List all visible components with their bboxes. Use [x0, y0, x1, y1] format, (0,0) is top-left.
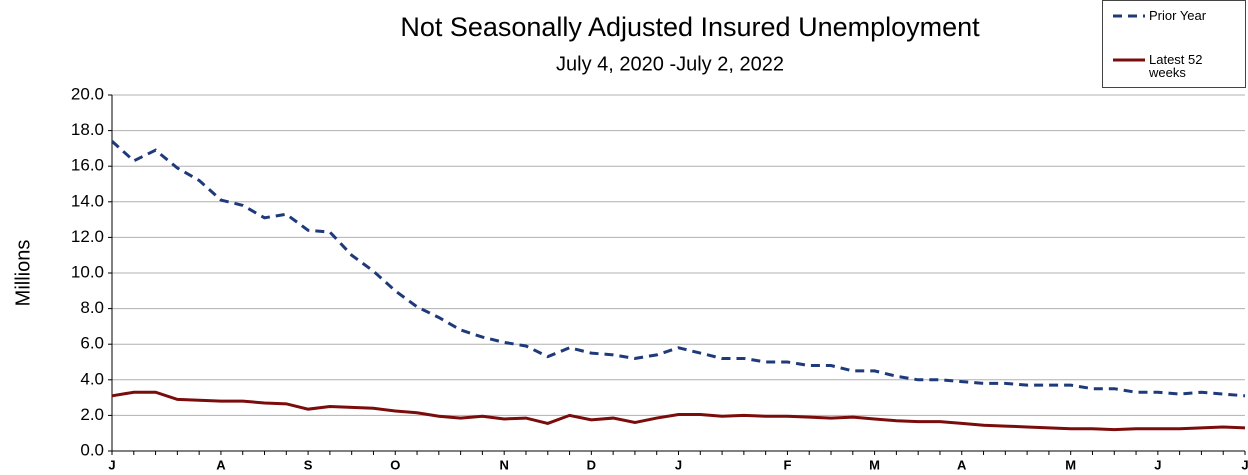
y-tick-label: 8.0	[80, 298, 104, 317]
x-tick-label: N	[499, 457, 508, 472]
legend-swatch	[1113, 58, 1145, 62]
y-tick-label: 20.0	[71, 84, 104, 103]
legend-item: Latest 52 weeks	[1109, 53, 1219, 79]
x-tick-label: J	[675, 457, 682, 472]
x-tick-label: A	[957, 457, 967, 472]
x-tick-label: D	[587, 457, 596, 472]
legend-label: Latest 52 weeks	[1149, 52, 1203, 80]
legend-label: Prior Year	[1149, 8, 1207, 23]
x-tick-label: O	[390, 457, 400, 472]
x-tick-label: A	[216, 457, 226, 472]
y-tick-label: 0.0	[80, 440, 104, 459]
x-tick-label: J	[108, 457, 115, 472]
y-tick-label: 18.0	[71, 120, 104, 139]
x-tick-label: J	[1241, 457, 1248, 472]
legend-swatch	[1113, 14, 1145, 18]
y-tick-label: 4.0	[80, 369, 104, 388]
x-tick-label: S	[304, 457, 313, 472]
y-axis-label: Millions	[12, 240, 34, 307]
y-tick-label: 10.0	[71, 262, 104, 281]
series-line	[110, 140, 1246, 398]
y-tick-label: 12.0	[71, 227, 104, 246]
series-line	[111, 390, 1246, 432]
y-tick-label: 16.0	[71, 156, 104, 175]
x-tick-label: M	[1065, 457, 1076, 472]
x-tick-label: J	[1154, 457, 1161, 472]
y-tick-label: 2.0	[80, 405, 104, 424]
legend-item: Prior Year	[1109, 9, 1219, 23]
x-tick-label: F	[783, 457, 791, 472]
legend: Prior Year Latest 52 weeks	[1102, 0, 1246, 88]
y-tick-label: 6.0	[80, 334, 104, 353]
chart-subtitle: July 4, 2020 -July 2, 2022	[556, 53, 784, 75]
x-tick-label: M	[869, 457, 880, 472]
y-tick-label: 14.0	[71, 191, 104, 210]
chart-title: Not Seasonally Adjusted Insured Unemploy…	[400, 12, 980, 42]
